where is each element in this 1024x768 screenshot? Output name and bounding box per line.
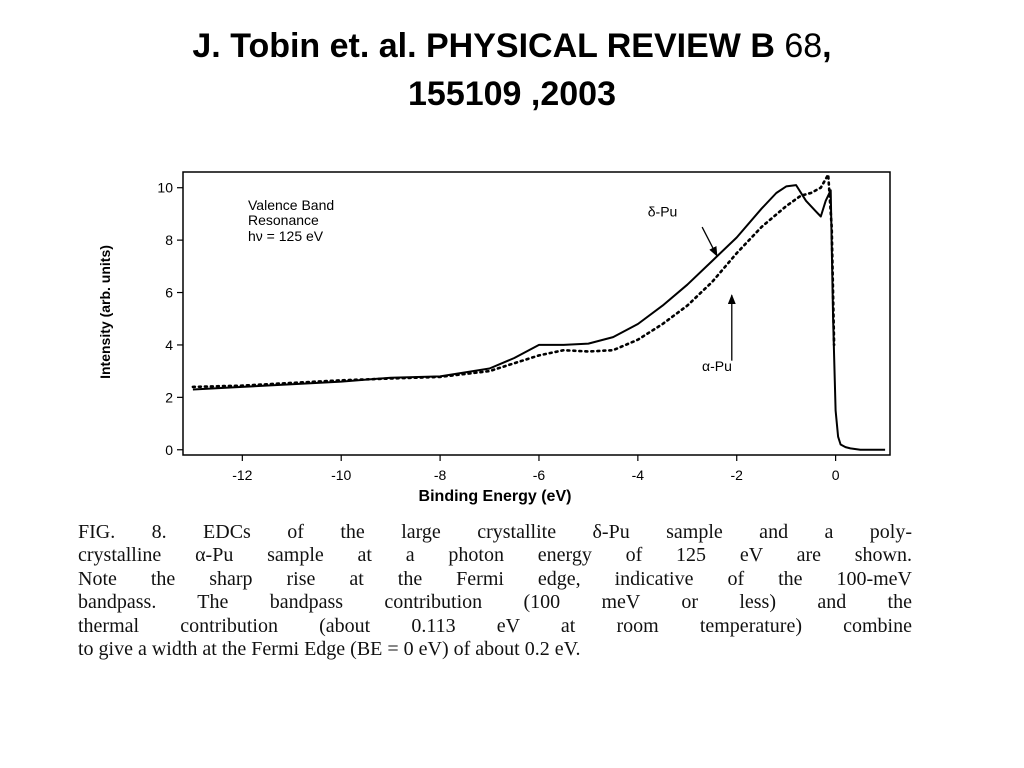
- x-tick-label: -10: [331, 467, 351, 483]
- title-line-1: J. Tobin et. al. PHYSICAL REVIEW B 68,: [0, 22, 1024, 70]
- delta-pu-arrow: [701, 226, 718, 257]
- title-citation: J. Tobin et. al. PHYSICAL REVIEW B: [192, 27, 785, 65]
- x-tick-label: -8: [434, 467, 447, 483]
- figure-caption: FIG. 8. EDCs of the large crystallite δ-…: [78, 521, 912, 661]
- y-axis-label: Intensity (arb. units): [97, 245, 113, 379]
- x-axis-label: Binding Energy (eV): [419, 488, 572, 505]
- edc-chart: -12 -10 -8 -6 -4 -2 0 0 2 4 6 8 10 δ-Pu α-Pu Binding …: [97, 171, 891, 505]
- caption-line: FIG. 8. EDCs of the large crystallite δ-…: [78, 521, 912, 543]
- label-layer: δ-Pu α-Pu: [648, 204, 736, 374]
- x-tick-label: -12: [232, 467, 252, 483]
- x-tick-label: -2: [731, 467, 744, 483]
- y-tick-label: 10: [157, 180, 173, 196]
- slide-title: J. Tobin et. al. PHYSICAL REVIEW B 68, 1…: [0, 22, 1024, 118]
- annotation-line-3: hν = 125 eV: [248, 228, 324, 244]
- y-tick-label: 4: [165, 337, 173, 353]
- title-line-2: 155109 ,2003: [408, 75, 616, 113]
- x-tick-label: -6: [533, 467, 546, 483]
- caption-line: to give a width at the Fermi Edge (BE = …: [78, 638, 581, 661]
- tick-layer: -12 -10 -8 -6 -4 -2 0 0 2 4 6 8 10: [157, 180, 839, 483]
- annotation-line-1: Valence Band: [248, 197, 334, 213]
- delta-pu-curve: [192, 184, 886, 451]
- title-comma: ,: [822, 27, 832, 65]
- y-tick-label: 0: [165, 442, 173, 458]
- caption-line: crystalline α-Pu sample at a photon ener…: [78, 544, 912, 567]
- x-tick-label: 0: [832, 467, 840, 483]
- y-tick-label: 8: [165, 232, 173, 248]
- caption-line: bandpass. The bandpass contribution (100…: [78, 591, 912, 614]
- title-volume: 68: [784, 27, 823, 65]
- caption-line: Note the sharp rise at the Fermi edge, i…: [78, 567, 912, 590]
- y-tick-label: 2: [165, 389, 173, 405]
- delta-pu-label: δ-Pu: [648, 204, 678, 220]
- plot-frame: [182, 171, 891, 456]
- annotation-valence: Valence Band Resonance hν = 125 eV: [248, 197, 338, 244]
- annotation-line-2: Resonance: [248, 212, 319, 228]
- series-layer: [191, 173, 886, 451]
- alpha-pu-label: α-Pu: [702, 358, 732, 374]
- y-tick-label: 6: [165, 285, 173, 301]
- caption-line: thermal contribution (about 0.113 eV at …: [78, 614, 912, 637]
- x-tick-label: -4: [632, 467, 645, 483]
